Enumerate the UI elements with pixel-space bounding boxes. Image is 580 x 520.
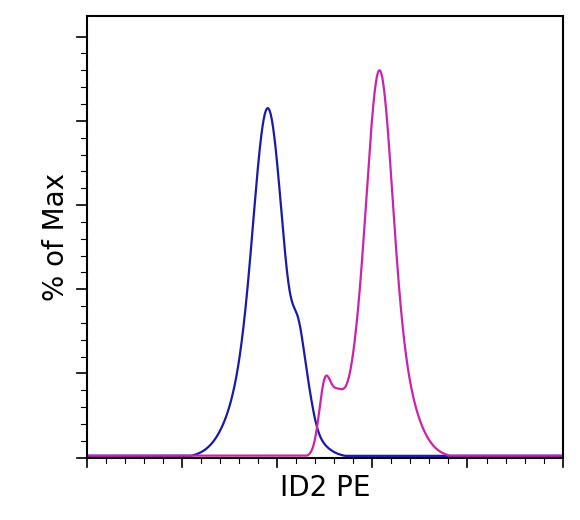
Y-axis label: % of Max: % of Max	[42, 173, 70, 301]
X-axis label: ID2 PE: ID2 PE	[280, 474, 370, 502]
